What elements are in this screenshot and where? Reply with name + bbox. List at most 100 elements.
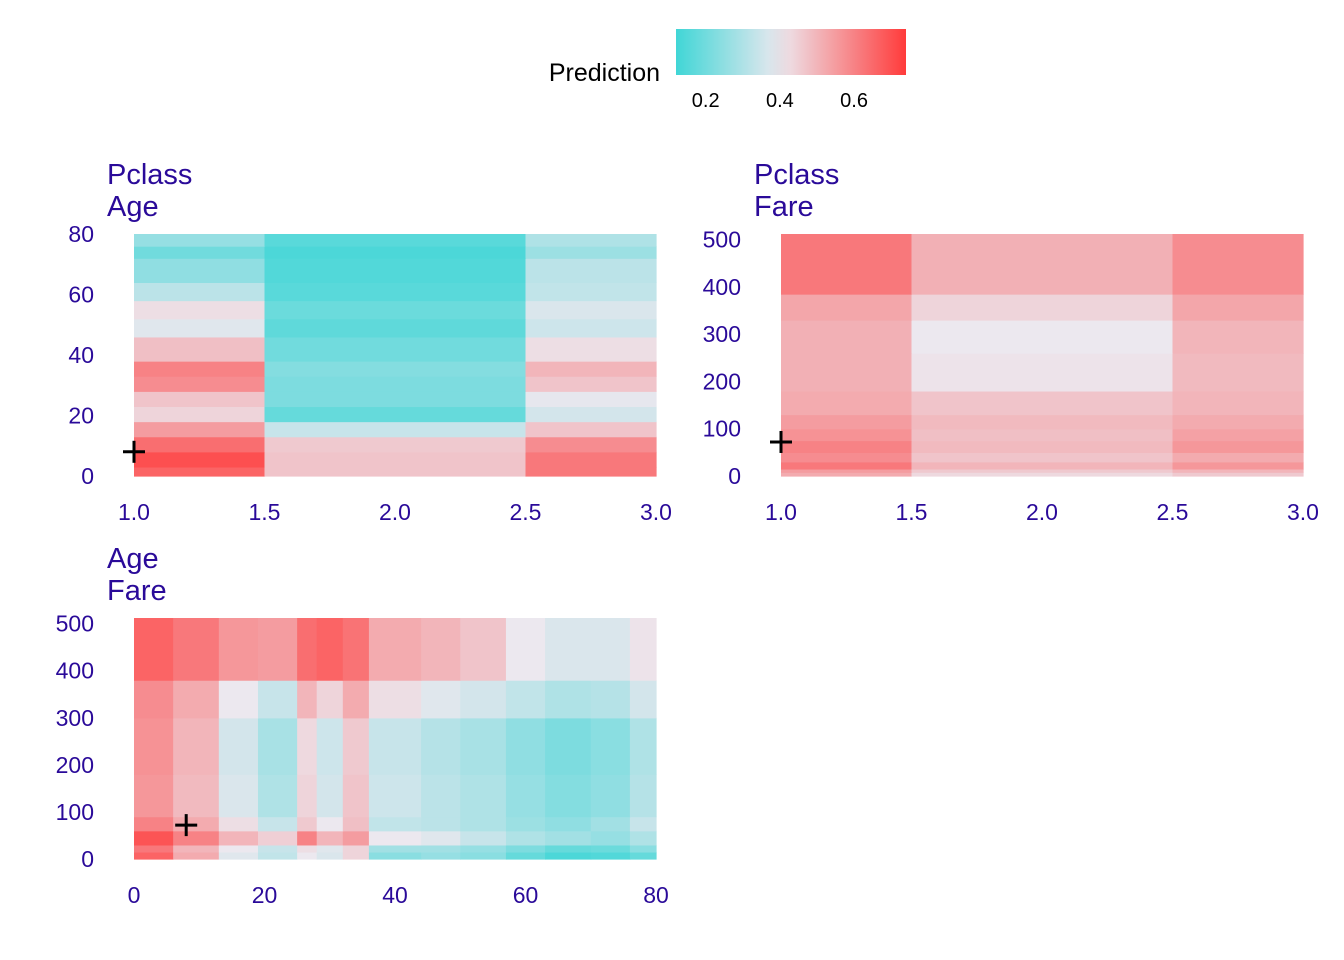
x-tick-label: 3.0	[1287, 499, 1319, 525]
heatmap-cell	[421, 717, 461, 775]
heatmap-cell	[316, 830, 344, 846]
y-tick-label: 300	[703, 321, 741, 347]
heatmap-cell	[781, 472, 913, 477]
heatmap-cell	[134, 466, 266, 477]
heatmap-cell	[316, 717, 344, 775]
panel-age-fare: Age Fare 0 20 40 60 80 0 100 200 300 400 500	[56, 543, 669, 908]
heatmap-cell	[460, 774, 507, 818]
y-tick-label: 40	[68, 342, 94, 368]
panel-title-line-1: Pclass	[107, 159, 192, 191]
heatmap-cell	[629, 844, 657, 853]
x-tick-label: 2.5	[1157, 499, 1189, 525]
heatmap-cell	[368, 680, 422, 719]
heatmap-cell	[134, 406, 266, 423]
heatmap-cell	[911, 440, 1174, 453]
heatmap-cell	[316, 680, 344, 719]
heatmap-cell	[629, 816, 657, 832]
x-tick-label: 40	[382, 882, 408, 908]
panel-pclass-fare: Pclass Fare 1.0 1.5 2.0 2.5 3.0 0 100 200 300 40…	[703, 159, 1319, 525]
legend-tick-label: 0.6	[840, 90, 868, 112]
panel-pclass-age: Pclass Age 1.0 1.5 2.0 2.5 3.0 0 20 40 60 80	[68, 159, 672, 525]
heatmap-cell	[590, 844, 631, 853]
panel-title-line-1: Age	[107, 543, 159, 575]
heatmap-cell	[1172, 440, 1304, 453]
heatmap-cell	[911, 452, 1174, 463]
heatmap-cell	[264, 406, 527, 423]
heatmap-cell	[505, 774, 546, 818]
heatmap-cell	[781, 440, 913, 453]
heatmap-cell	[505, 680, 546, 719]
observation-marker	[175, 814, 198, 837]
heatmap-cell	[545, 618, 592, 681]
x-tick-label: 1.0	[765, 499, 797, 525]
heatmap-cell	[525, 436, 657, 453]
legend-colorbar	[676, 29, 906, 75]
heatmap-cell	[590, 618, 631, 681]
heatmap-cell	[525, 318, 657, 338]
heatmap-cell	[781, 234, 913, 295]
heatmap-cell	[368, 618, 422, 681]
y-tick-label: 500	[56, 611, 94, 637]
x-tick-label: 2.5	[510, 499, 542, 525]
legend: Prediction 0.2 0.4 0.6	[549, 29, 906, 112]
heatmap-cell	[629, 851, 657, 860]
y-tick-label: 500	[703, 227, 741, 253]
heatmap-cell	[1172, 390, 1304, 416]
heatmap-cell	[316, 851, 344, 860]
heatmap-cell	[134, 376, 266, 392]
heatmap-cell	[297, 717, 318, 775]
heatmap-cell	[1172, 353, 1304, 392]
y-tick-label: 20	[68, 403, 94, 429]
heatmap-cell	[629, 717, 657, 775]
heatmap-cell	[545, 816, 592, 832]
heatmap-cells	[134, 234, 657, 477]
heatmap-cell	[134, 318, 266, 338]
heatmap-cell	[781, 452, 913, 463]
heatmap-cell	[505, 816, 546, 832]
heatmap-cell	[257, 830, 298, 846]
heatmap-cell	[134, 680, 174, 719]
heatmap-cell	[264, 258, 527, 283]
heatmap-cell	[460, 816, 507, 832]
heatmap-cell	[342, 717, 370, 775]
heatmap-cell	[911, 320, 1174, 354]
heatmap-cell	[134, 851, 174, 860]
heatmap-cell	[1172, 414, 1304, 430]
heatmap-cell	[316, 774, 344, 818]
heatmap-cell	[421, 816, 461, 832]
heatmap-cell	[629, 680, 657, 719]
heatmap-cell	[629, 830, 657, 846]
x-tick-label: 20	[252, 882, 278, 908]
heatmap-cell	[505, 618, 546, 681]
heatmap-cell	[342, 618, 370, 681]
heatmap-cell	[134, 234, 266, 247]
heatmap-cell	[342, 830, 370, 846]
observation-marker	[123, 440, 145, 463]
heatmap-cell	[264, 282, 527, 302]
heatmap-cell	[264, 451, 527, 468]
heatmap-cell	[264, 300, 527, 320]
heatmap-cell	[525, 391, 657, 408]
heatmap-cell	[460, 830, 507, 846]
heatmap-cell	[590, 717, 631, 775]
heatmap-cell	[911, 414, 1174, 430]
heatmap-cell	[264, 318, 527, 338]
heatmap-cell	[264, 436, 527, 453]
heatmap-cell	[134, 361, 266, 377]
heatmap-cell	[257, 618, 298, 681]
heatmap-cell	[545, 851, 592, 860]
y-tick-label: 80	[68, 221, 94, 247]
heatmap-cell	[590, 816, 631, 832]
heatmap-cell	[134, 717, 174, 775]
y-tick-label: 0	[728, 463, 741, 489]
heatmap-cell	[911, 428, 1174, 442]
heatmap-cell	[590, 851, 631, 860]
heatmap-cell	[460, 844, 507, 853]
heatmap-cell	[368, 844, 422, 853]
heatmap-cell	[1172, 294, 1304, 321]
heatmap-cell	[368, 830, 422, 846]
heatmap-cell	[297, 618, 318, 681]
heatmap-cell	[218, 816, 259, 832]
heatmap-cell	[1172, 468, 1304, 473]
y-tick-label: 300	[56, 705, 94, 731]
